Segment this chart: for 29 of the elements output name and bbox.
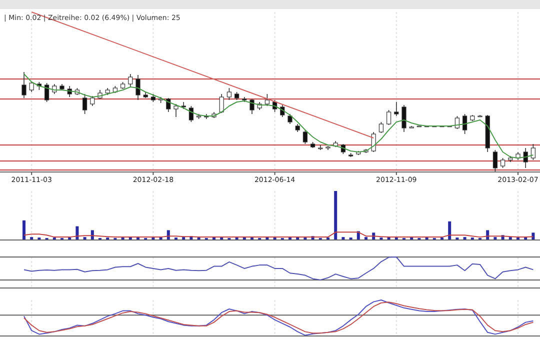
candlestick [219, 94, 224, 114]
candlestick [288, 114, 292, 124]
candlestick [44, 82, 50, 102]
candlestick [492, 150, 498, 172]
candlestick [82, 94, 88, 114]
candlestick [394, 102, 399, 116]
candlestick [378, 122, 384, 134]
candlestick [90, 96, 95, 106]
candlestick [166, 98, 171, 112]
candlestick [500, 158, 506, 168]
candlestick [264, 94, 270, 106]
candlestick [402, 104, 406, 132]
candlestick [188, 106, 194, 122]
candlestick [302, 130, 308, 144]
candlestick [226, 88, 232, 100]
candlestick [530, 144, 536, 160]
bar [22, 220, 26, 240]
bar [334, 191, 338, 240]
candlestick [371, 132, 376, 152]
candlestick [136, 74, 140, 100]
candlestick [174, 104, 178, 118]
candlestick [523, 148, 528, 168]
candlestick [22, 72, 26, 98]
candlestick [386, 110, 392, 126]
bar [448, 221, 452, 240]
candlestick [454, 116, 460, 130]
candlestick [128, 74, 133, 88]
candlestick [250, 98, 254, 114]
candlestick [462, 114, 468, 134]
